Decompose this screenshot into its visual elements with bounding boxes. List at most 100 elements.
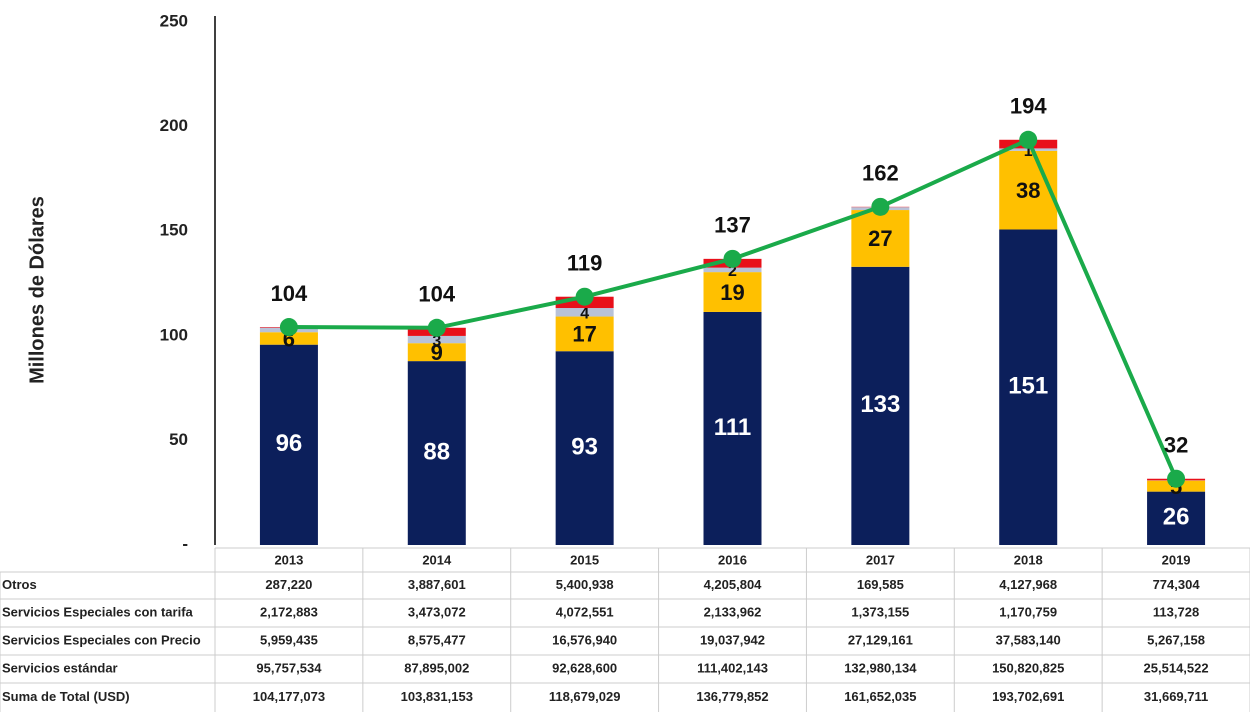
table-cell: 136,779,852 <box>696 689 768 704</box>
bar-segment <box>703 267 762 273</box>
table-cell: 2,172,883 <box>260 604 318 619</box>
y-tick-label: - <box>182 534 188 553</box>
table-cell: 103,831,153 <box>401 689 473 704</box>
y-tick-label: 100 <box>160 325 188 344</box>
table-cell: 4,072,551 <box>556 604 614 619</box>
table-cell: 161,652,035 <box>844 689 916 704</box>
x-tick-label: 2018 <box>1014 552 1043 567</box>
data-label: 1 <box>1024 143 1033 160</box>
total-point <box>723 249 742 268</box>
table-cell: 4,205,804 <box>704 577 763 592</box>
table-cell: 4,127,968 <box>999 577 1057 592</box>
table-cell: 5,959,435 <box>260 632 318 647</box>
bar-segment <box>851 210 910 267</box>
x-tick-label: 2013 <box>274 552 303 567</box>
total-label: 194 <box>1010 94 1047 119</box>
table-cell: 1,373,155 <box>851 604 909 619</box>
table-cell: 19,037,942 <box>700 632 765 647</box>
data-label: 151 <box>1008 373 1048 400</box>
data-label: 19 <box>720 280 744 305</box>
y-tick-label: 50 <box>169 430 188 449</box>
total-point <box>1167 469 1186 488</box>
total-label: 104 <box>271 281 308 306</box>
bar-segment <box>703 311 762 545</box>
x-tick-label: 2019 <box>1162 552 1191 567</box>
table-cell: 5,400,938 <box>556 577 614 592</box>
table-cell: 95,757,534 <box>256 660 322 675</box>
table-row-label: Otros <box>2 577 37 592</box>
bar-segment <box>999 148 1058 151</box>
bar-segment <box>407 343 466 362</box>
total-label: 137 <box>714 213 751 238</box>
y-axis-label: Millones de Dólares <box>26 196 48 384</box>
bar-segment <box>259 332 318 345</box>
x-tick-label: 2017 <box>866 552 895 567</box>
data-label: 27 <box>868 226 892 251</box>
data-label: 38 <box>1016 178 1040 203</box>
data-label: 2 <box>728 263 737 280</box>
data-label: 17 <box>572 322 596 347</box>
total-point <box>427 318 446 337</box>
bar-segment <box>259 344 318 545</box>
data-label: 26 <box>1163 504 1190 531</box>
y-tick-label: 250 <box>160 11 188 30</box>
table-cell: 193,702,691 <box>992 689 1064 704</box>
table-row-label: Servicios estándar <box>2 660 118 675</box>
bar-segment <box>851 266 910 545</box>
total-label: 119 <box>567 251 603 276</box>
table-cell: 169,585 <box>857 577 904 592</box>
table-cell: 3,887,601 <box>408 577 466 592</box>
data-label: 96 <box>276 430 303 457</box>
x-tick-label: 2016 <box>718 552 747 567</box>
total-point <box>279 318 298 337</box>
y-tick-label: 150 <box>160 221 188 240</box>
table-cell: 31,669,711 <box>1144 689 1208 704</box>
bar-segment <box>703 272 762 312</box>
bar-segment <box>999 150 1058 230</box>
data-label: 3 <box>432 333 441 350</box>
table-cell: 287,220 <box>265 577 312 592</box>
total-point <box>871 197 890 216</box>
table-cell: 1,170,759 <box>999 604 1057 619</box>
table-cell: 92,628,600 <box>552 660 617 675</box>
data-label: 133 <box>860 391 900 418</box>
bar-segment <box>1147 491 1206 545</box>
table-cell: 37,583,140 <box>996 632 1061 647</box>
table-cell: 3,473,072 <box>408 604 466 619</box>
data-label: 111 <box>714 414 751 441</box>
table-cell: 87,895,002 <box>404 660 469 675</box>
bar-segment <box>555 308 614 317</box>
total-point <box>575 287 594 306</box>
total-label: 162 <box>862 161 899 186</box>
table-cell: 25,514,522 <box>1144 660 1209 675</box>
bar-segment <box>555 316 614 352</box>
table-cell: 150,820,825 <box>992 660 1064 675</box>
total-label: 104 <box>418 282 455 307</box>
bar-segment <box>999 229 1058 545</box>
data-label: 93 <box>571 433 598 460</box>
total-point <box>1019 130 1038 149</box>
table-cell: 111,402,143 <box>697 660 768 675</box>
table-cell: 16,576,940 <box>552 632 617 647</box>
data-label: 4 <box>580 306 589 323</box>
data-label: 88 <box>423 438 450 465</box>
data-label: 9 <box>431 340 443 365</box>
x-tick-label: 2015 <box>570 552 599 567</box>
table-cell: 27,129,161 <box>848 632 913 647</box>
table-cell: 774,304 <box>1153 577 1201 592</box>
table-cell: 2,133,962 <box>704 604 762 619</box>
total-label: 32 <box>1164 433 1188 458</box>
bar-segment <box>555 351 614 545</box>
bar-segment <box>407 361 466 545</box>
table-row-label: Suma de Total (USD) <box>2 689 130 704</box>
table-cell: 5,267,158 <box>1147 632 1205 647</box>
table-cell: 118,679,029 <box>549 689 621 704</box>
table-cell: 8,575,477 <box>408 632 466 647</box>
table-row-label: Servicios Especiales con Precio <box>2 632 201 647</box>
table-cell: 113,728 <box>1153 604 1199 619</box>
table-row-label: Servicios Especiales con tarifa <box>2 604 194 619</box>
y-tick-label: 200 <box>160 116 188 135</box>
bar-segment <box>407 335 466 344</box>
table-cell: 104,177,073 <box>253 689 325 704</box>
